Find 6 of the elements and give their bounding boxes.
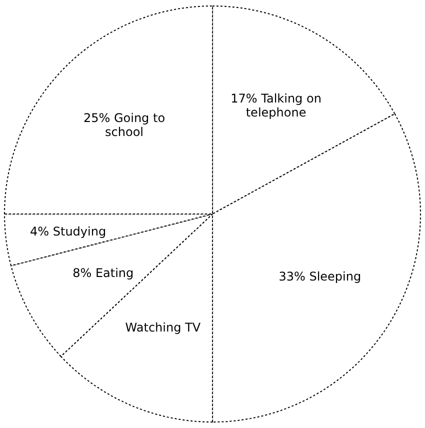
slice-label: 4% Studying [30, 224, 106, 238]
slice-label: 33% Sleeping [278, 270, 362, 284]
slice-label: 8% Eating [72, 266, 134, 280]
slice-label: 25% Going to school [83, 110, 166, 139]
slice-label: Watching TV [125, 320, 202, 335]
slice-label: 17% Talking on telephone [230, 92, 322, 120]
